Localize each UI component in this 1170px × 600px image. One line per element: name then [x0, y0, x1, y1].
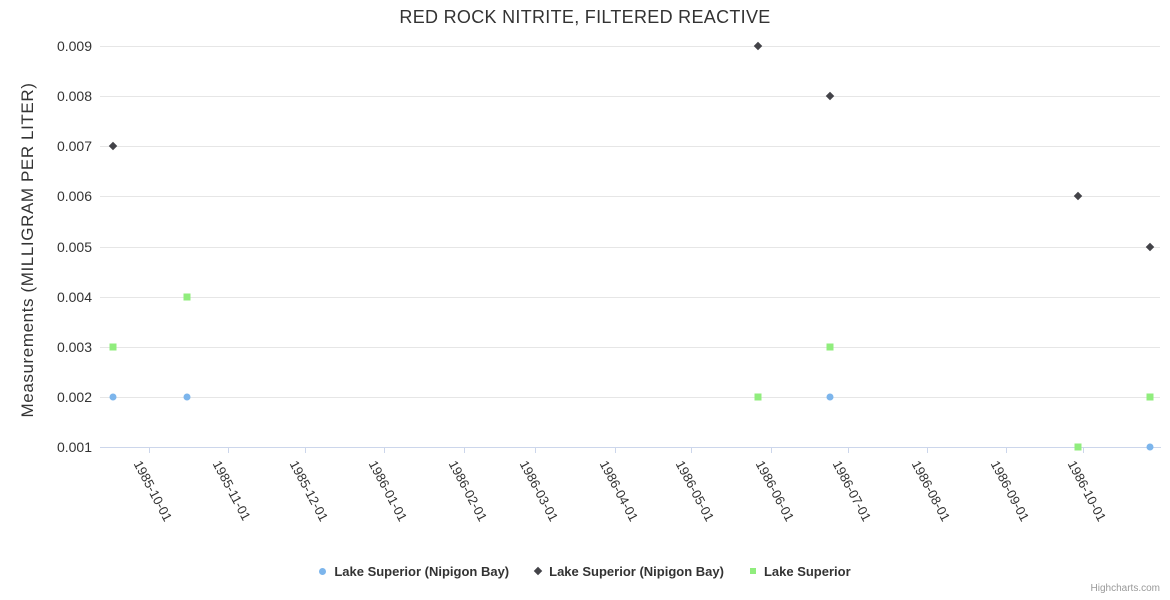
- data-point-square[interactable]: [826, 343, 834, 351]
- y-gridline: [100, 96, 1160, 98]
- x-axis-tick: [1083, 448, 1085, 453]
- x-axis-tick: [691, 448, 693, 453]
- x-axis-tick: [304, 448, 306, 453]
- data-point-square[interactable]: [754, 393, 762, 401]
- x-axis-tick: [927, 448, 928, 453]
- x-axis-tick-label: 1986-03-01: [517, 458, 562, 524]
- x-axis-tick-label: 1986-01-01: [365, 458, 411, 524]
- y-axis-tick-label: 0.003: [56, 338, 92, 355]
- data-point-circle[interactable]: [826, 393, 834, 401]
- legend-label: Lake Superior (Nipigon Bay): [549, 563, 724, 579]
- data-point-diamond[interactable]: [825, 91, 834, 101]
- y-axis-tick-label: 0.002: [56, 388, 92, 405]
- data-point-circle[interactable]: [109, 393, 117, 401]
- x-axis-tick-label: 1986-08-01: [908, 458, 954, 524]
- y-axis-tick-label: 0.009: [56, 38, 92, 54]
- x-axis-tick: [770, 448, 772, 453]
- legend-label: Lake Superior (Nipigon Bay): [334, 563, 510, 579]
- y-gridline: [100, 146, 1160, 148]
- x-axis-tick: [614, 448, 616, 453]
- data-point-diamond[interactable]: [1073, 192, 1083, 201]
- y-gridline: [100, 396, 1160, 398]
- x-axis-tick: [847, 448, 849, 453]
- x-axis-tick-label: 1986-04-01: [596, 458, 641, 524]
- y-axis-tick-label: 0.008: [56, 88, 92, 105]
- x-axis-tick: [148, 448, 150, 453]
- y-axis-tick-label: 0.005: [56, 238, 92, 255]
- y-axis-tick-label: 0.006: [56, 188, 92, 205]
- x-axis-tick-label: 1986-05-01: [673, 458, 718, 524]
- data-point-square[interactable]: [183, 293, 191, 301]
- data-point-diamond[interactable]: [1145, 242, 1154, 251]
- y-gridline: [100, 196, 1160, 198]
- chart-title: RED ROCK NITRITE, FILTERED REACTIVE: [399, 7, 771, 27]
- x-axis-tick-label: 1986-09-01: [988, 458, 1033, 524]
- y-axis-title: Measurements (MILLIGRAM PER LITER): [18, 82, 37, 418]
- x-axis-tick: [463, 448, 465, 453]
- diamond-marker-icon: [533, 566, 543, 576]
- data-point-circle[interactable]: [183, 393, 191, 401]
- y-axis-tick-label: 0.004: [56, 288, 92, 305]
- x-axis-tick-label: 1986-06-01: [752, 458, 798, 524]
- x-axis-tick-label: 1985-10-01: [130, 458, 175, 524]
- x-axis-tick-label: 1986-10-01: [1064, 458, 1110, 524]
- x-axis-line: [100, 447, 1161, 448]
- x-axis-tick: [228, 448, 230, 453]
- data-point-square[interactable]: [1074, 443, 1082, 451]
- data-point-diamond[interactable]: [753, 41, 763, 51]
- x-axis-tick-label: 1986-02-01: [445, 458, 490, 524]
- y-axis-tick-label: 0.001: [56, 439, 92, 455]
- highcharts-credits-link[interactable]: Highcharts.com: [1090, 583, 1160, 594]
- x-axis-tick-label: 1985-11-01: [209, 458, 254, 523]
- x-axis-tick: [535, 448, 537, 453]
- legend-item[interactable]: Lake Superior: [749, 563, 851, 579]
- x-axis-tick: [384, 448, 386, 453]
- x-axis-tick: [1006, 448, 1008, 453]
- square-marker-icon: [749, 568, 756, 574]
- x-axis-tick-label: 1985-12-01: [286, 458, 332, 524]
- circle-marker-icon: [319, 567, 327, 575]
- x-axis-tick-label: 1986-07-01: [829, 458, 874, 524]
- data-point-square[interactable]: [109, 343, 117, 351]
- y-gridline: [100, 296, 1160, 298]
- legend-label: Lake Superior: [763, 563, 851, 579]
- data-point-diamond[interactable]: [108, 142, 118, 151]
- legend: Lake Superior (Nipigon Bay) Lake Superior…: [0, 561, 1170, 581]
- y-gridline: [100, 246, 1160, 248]
- data-point-square[interactable]: [1146, 393, 1154, 401]
- y-gridline: [100, 46, 1160, 47]
- legend-item[interactable]: Lake Superior (Nipigon Bay): [319, 564, 509, 579]
- y-gridline: [100, 346, 1160, 348]
- data-point-circle[interactable]: [1146, 443, 1154, 451]
- legend-item[interactable]: Lake Superior (Nipigon Bay): [533, 563, 724, 579]
- y-axis-tick-label: 0.007: [56, 138, 92, 155]
